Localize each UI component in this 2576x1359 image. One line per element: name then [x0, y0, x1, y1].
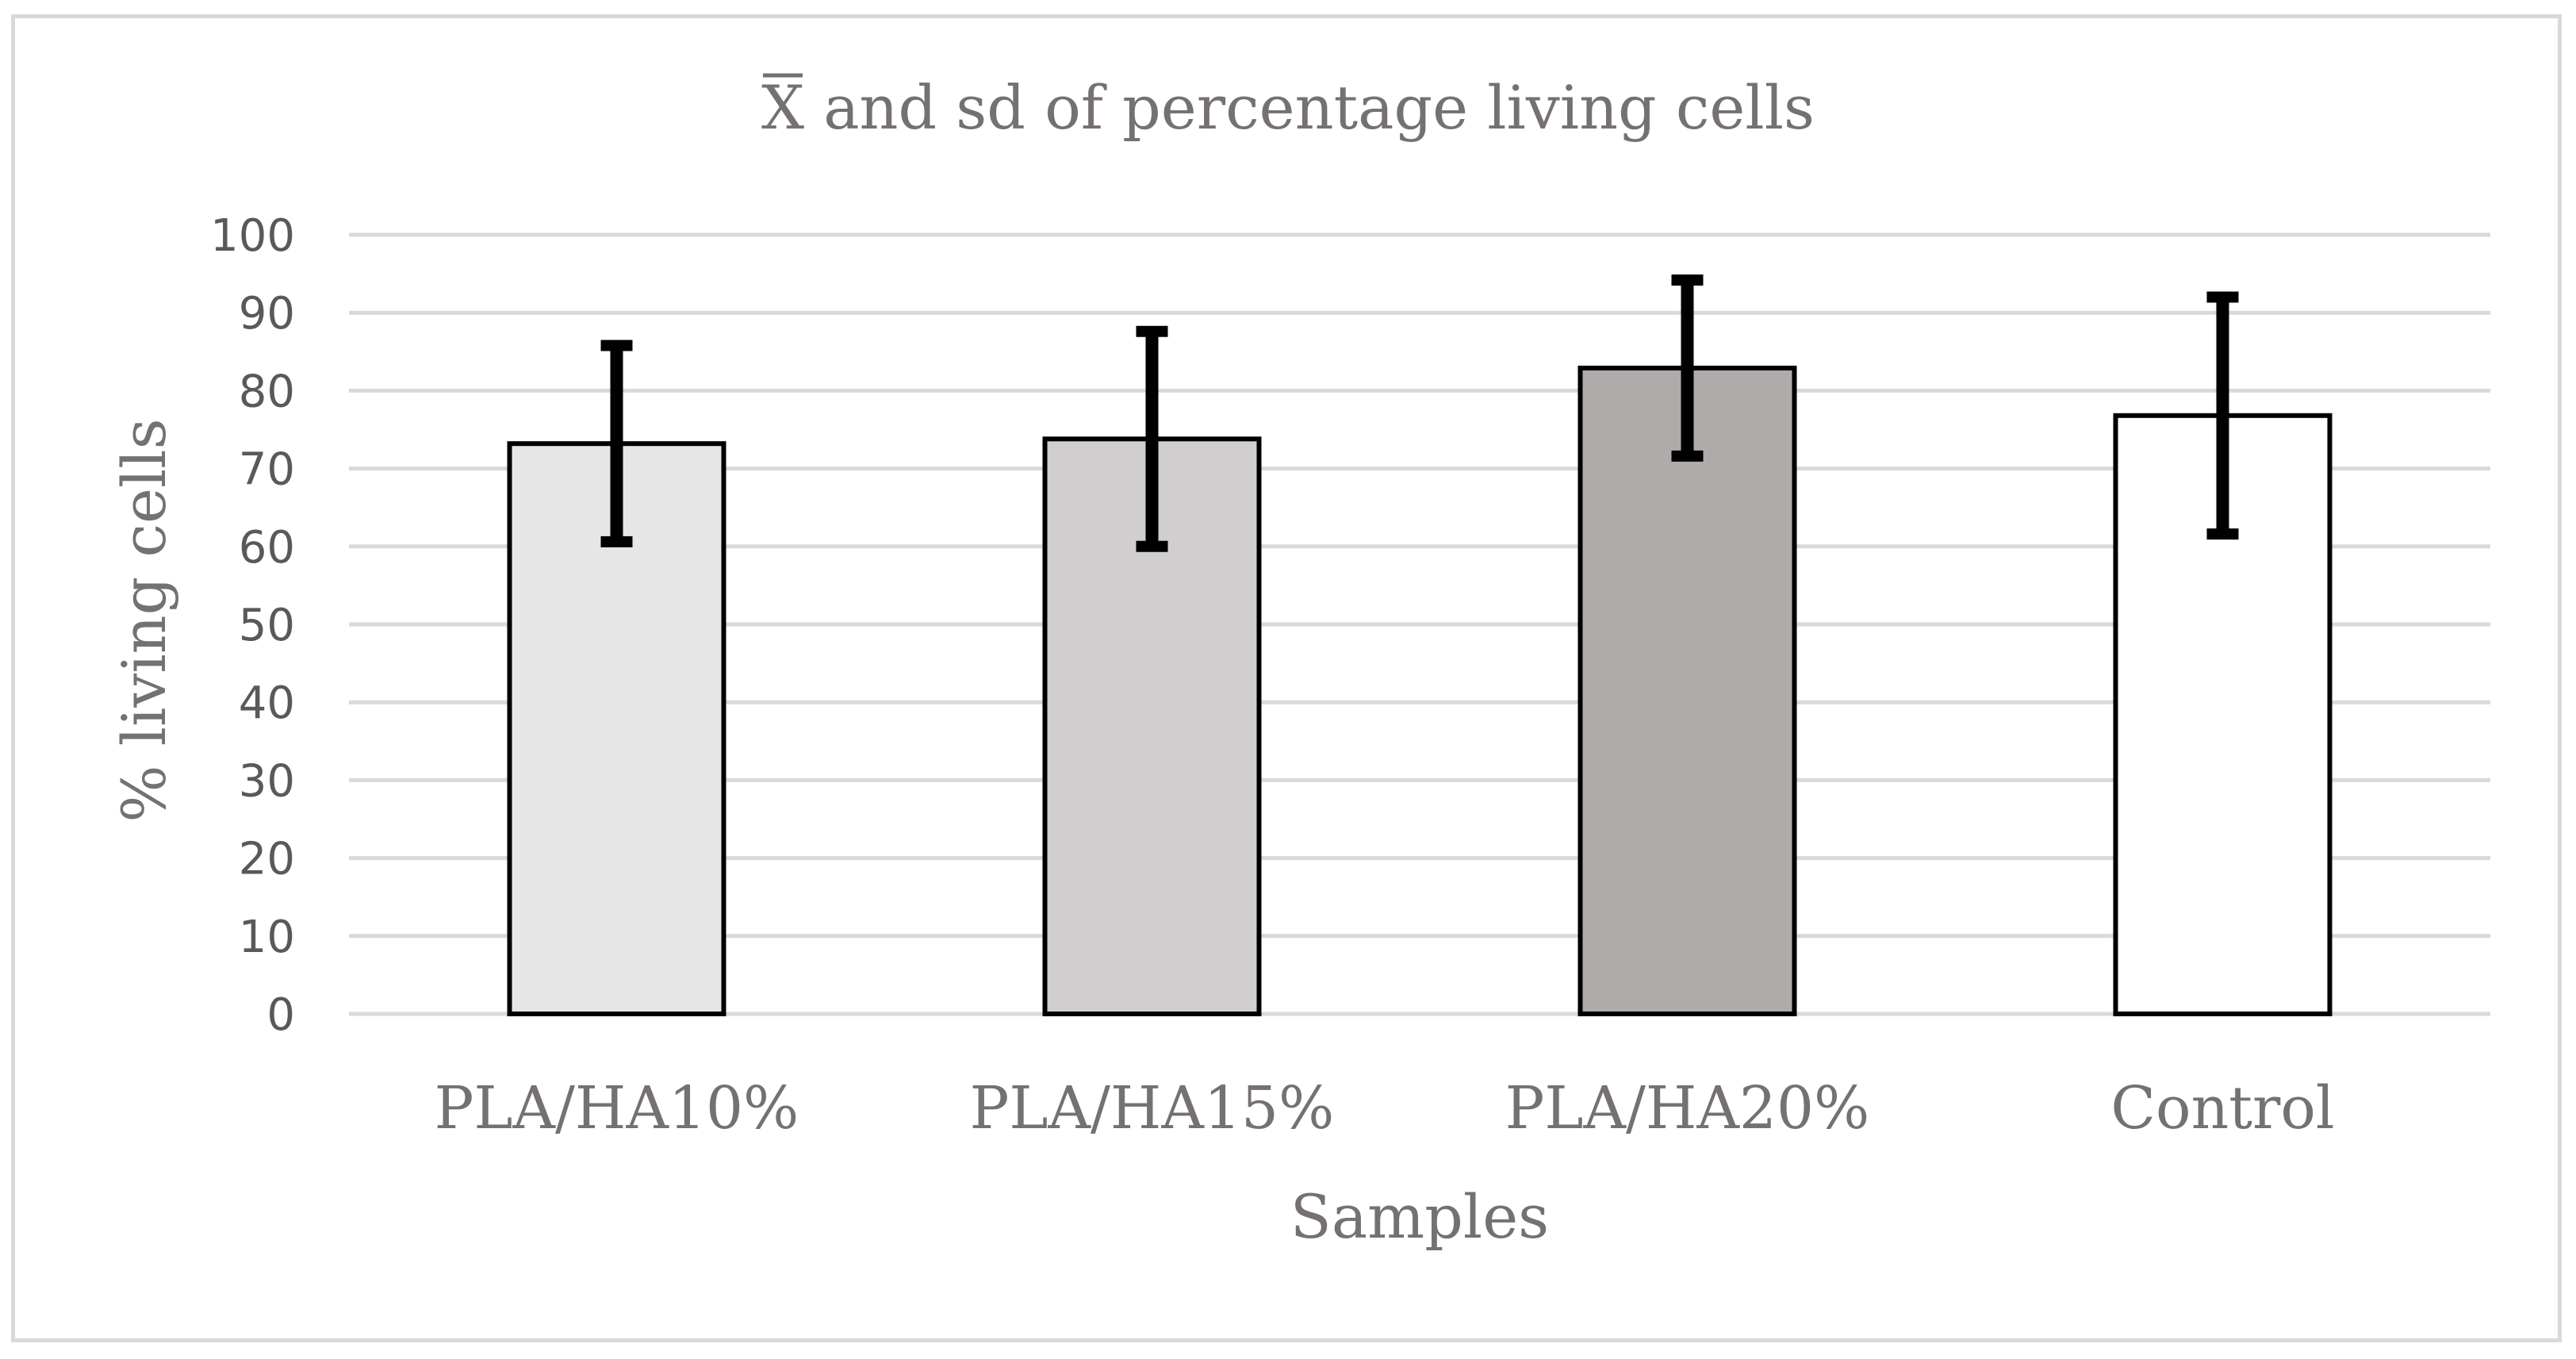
chart-title: X and sd of percentage living cells [761, 72, 1815, 143]
x-category-label: PLA/HA20% [1505, 1074, 1870, 1142]
y-tick-label: 40 [239, 678, 295, 729]
chart-title-text: X and sd of percentage living cells [761, 72, 1815, 143]
bar-pla-ha20- [1577, 365, 1797, 1016]
y-tick-label: 70 [239, 444, 295, 496]
x-category-label: PLA/HA10% [435, 1074, 799, 1142]
bars [507, 365, 2333, 1016]
x-axis-categories: PLA/HA10% PLA/HA15% PLA/HA20% Control [435, 1074, 2335, 1142]
y-tick-label: 0 [266, 989, 295, 1041]
y-tick-label: 30 [239, 755, 295, 807]
y-tick-label: 80 [239, 366, 295, 417]
x-category-label: Control [2110, 1074, 2334, 1142]
y-tick-label: 50 [239, 600, 295, 651]
x-axis-title: Samples [1290, 1181, 1549, 1252]
x-category-label: PLA/HA15% [970, 1074, 1335, 1142]
mean-symbol: X [761, 72, 804, 143]
y-tick-label: 20 [239, 834, 295, 885]
y-tick-label: 90 [239, 288, 295, 340]
y-axis-title: % living cells [109, 418, 179, 822]
chart-title-rest: and sd of percentage living cells [804, 72, 1815, 143]
error-bars [600, 274, 2239, 552]
y-tick-label: 60 [239, 522, 295, 574]
y-axis-ticks: 0 10 20 30 40 50 60 70 80 90 100 [210, 210, 295, 1041]
y-tick-label: 100 [210, 210, 295, 262]
y-tick-label: 10 [239, 912, 295, 963]
